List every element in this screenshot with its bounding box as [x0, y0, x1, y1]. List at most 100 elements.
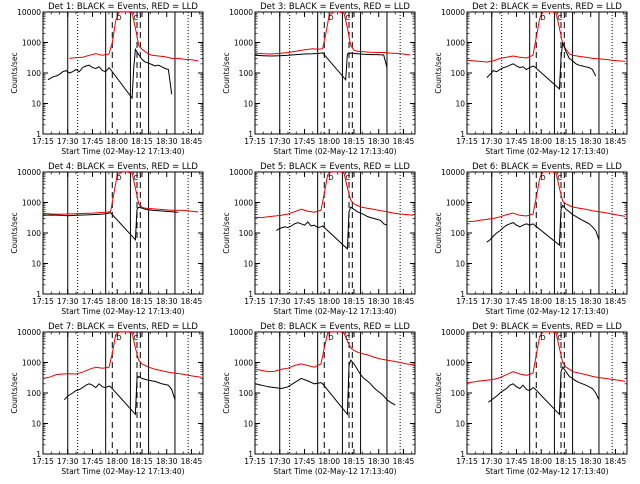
x-tick-label: 17:45: [506, 457, 528, 466]
x-tick-label: 17:30: [269, 297, 291, 306]
marker-label-c: C: [345, 14, 350, 22]
panel-plot-area: [47, 12, 199, 134]
y-tick-label: 10000: [441, 328, 465, 337]
marker-label-d: D: [116, 14, 121, 22]
marker-label-c: C: [557, 334, 562, 342]
y-axis-label: Counts/sec: [434, 372, 443, 413]
x-tick-label: 17:15: [244, 297, 266, 306]
x-tick-label: 18:15: [555, 297, 577, 306]
panel-det-9: Det 9: BLACK = Events, RED = LLD 1 10 100 10…: [434, 322, 628, 476]
x-tick-label: 17:45: [82, 297, 104, 306]
y-tick-label: 1000: [22, 199, 41, 208]
y-tick-label: 1: [36, 130, 41, 139]
panel-frame: [254, 331, 416, 455]
marker-label-d: D: [116, 334, 121, 342]
y-tick-label: 1: [248, 290, 253, 299]
marker-label-c: C: [133, 14, 138, 22]
y-tick-label: 100: [239, 229, 254, 238]
x-tick-label: 18:00: [318, 457, 340, 466]
panel-frame: [42, 171, 204, 295]
x-tick-label: 18:30: [580, 457, 602, 466]
panel-frame: [42, 331, 204, 455]
lld-series-line: [43, 172, 199, 215]
panel-title: Det 8: BLACK = Events, RED = LLD: [260, 322, 410, 332]
events-series-line: [47, 47, 173, 100]
x-tick-label: 18:45: [605, 297, 627, 306]
x-tick-label: 18:00: [106, 137, 128, 146]
x-tick-label: 17:45: [506, 137, 528, 146]
x-tick-label: 17:45: [294, 457, 316, 466]
y-tick-label: 100: [451, 229, 466, 238]
x-tick-label: 18:30: [156, 137, 178, 146]
y-tick-label: 100: [27, 389, 42, 398]
panel-det-2: Det 3: BLACK = Events, RED = LLD 1 10 100 10…: [222, 2, 416, 156]
x-tick-label: 17:15: [456, 297, 478, 306]
y-tick-label: 10000: [229, 328, 253, 337]
y-tick-label: 10: [31, 260, 41, 269]
x-tick-label: 17:30: [481, 297, 503, 306]
panel-det-3: Det 2: BLACK = Events, RED = LLD 1 10 100 10…: [434, 2, 628, 156]
y-axis-label: Counts/sec: [434, 212, 443, 253]
y-axis-label: Counts/sec: [222, 372, 231, 413]
marker-label-d: D: [540, 334, 545, 342]
x-tick-label: 18:30: [156, 457, 178, 466]
lld-series-line: [69, 12, 199, 62]
y-tick-label: 1000: [234, 199, 253, 208]
marker-label-d: D: [540, 14, 545, 22]
x-tick-label: 18:30: [368, 137, 390, 146]
x-tick-label: 17:30: [57, 457, 79, 466]
y-tick-label: 10: [455, 420, 465, 429]
x-axis-label: Start Time (02-May-12 17:13:40): [273, 467, 396, 476]
panel-title: Det 2: BLACK = Events, RED = LLD: [472, 2, 622, 12]
panel-det-5: Det 5: BLACK = Events, RED = LLD 1 10 100 10…: [222, 162, 416, 316]
panel-title: Det 7: BLACK = Events, RED = LLD: [48, 322, 198, 332]
x-tick-label: 17:30: [57, 137, 79, 146]
x-tick-label: 18:15: [131, 297, 153, 306]
marker-label-c: C: [345, 174, 350, 182]
x-tick-label: 18:00: [106, 457, 128, 466]
x-tick-label: 18:00: [530, 137, 552, 146]
x-tick-label: 18:30: [156, 297, 178, 306]
y-tick-label: 100: [27, 69, 42, 78]
x-tick-label: 17:15: [456, 457, 478, 466]
x-tick-label: 18:45: [605, 457, 627, 466]
y-tick-label: 10000: [17, 8, 41, 17]
x-tick-label: 18:00: [318, 297, 340, 306]
x-tick-label: 17:45: [294, 137, 316, 146]
marker-label-c: C: [133, 174, 138, 182]
y-tick-label: 10: [243, 100, 253, 109]
events-series-line: [43, 206, 179, 242]
marker-label-d: D: [328, 174, 333, 182]
y-tick-label: 1000: [234, 39, 253, 48]
y-tick-label: 1000: [22, 359, 41, 368]
x-tick-label: 17:45: [82, 137, 104, 146]
y-tick-label: 1000: [446, 359, 465, 368]
panel-title: Det 3: BLACK = Events, RED = LLD: [260, 2, 410, 12]
panel-det-7: Det 7: BLACK = Events, RED = LLD 1 10 100 10…: [10, 322, 204, 476]
x-axis-label: Start Time (02-May-12 17:13:40): [61, 307, 184, 316]
events-series-line: [486, 42, 597, 90]
x-axis-label: Start Time (02-May-12 17:13:40): [61, 147, 184, 156]
x-tick-label: 18:00: [530, 297, 552, 306]
panel-title: Det 1: BLACK = Events, RED = LLD: [48, 2, 198, 12]
x-tick-label: 18:15: [343, 297, 365, 306]
x-tick-label: 18:30: [368, 457, 390, 466]
x-tick-label: 18:00: [318, 137, 340, 146]
y-axis-label: Counts/sec: [10, 372, 19, 413]
y-tick-label: 10: [243, 420, 253, 429]
panel-det-6: Det 6: BLACK = Events, RED = LLD 1 10 100 10…: [434, 162, 628, 316]
x-tick-label: 17:45: [294, 297, 316, 306]
panel-plot-area: [43, 332, 202, 454]
x-axis-label: Start Time (02-May-12 17:13:40): [61, 467, 184, 476]
y-tick-label: 1: [248, 130, 253, 139]
y-tick-label: 1: [460, 290, 465, 299]
x-tick-label: 18:45: [605, 137, 627, 146]
y-tick-label: 1000: [234, 359, 253, 368]
x-tick-label: 17:15: [32, 297, 54, 306]
x-tick-label: 17:15: [32, 457, 54, 466]
x-tick-label: 17:30: [269, 457, 291, 466]
marker-label-d: D: [116, 174, 121, 182]
y-tick-label: 10000: [17, 328, 41, 337]
